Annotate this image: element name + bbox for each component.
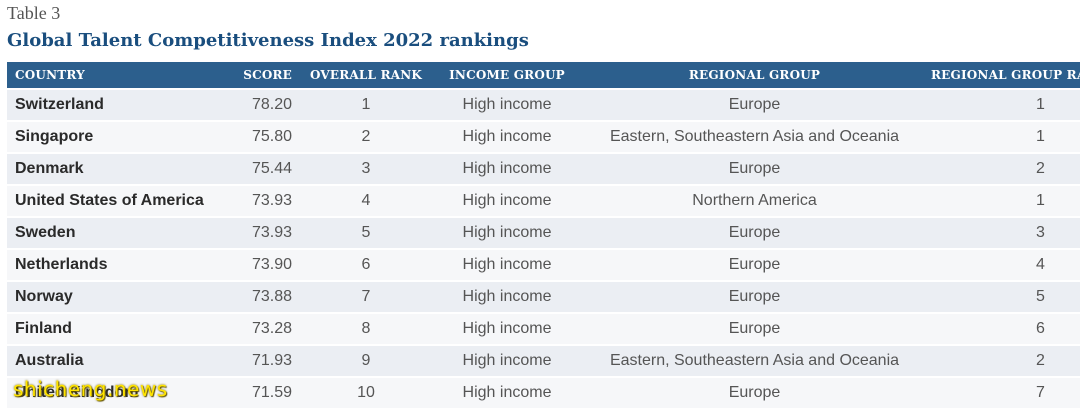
column-header-score: SCORE [220,62,296,88]
table-row: Denmark 75.44 3 High income Europe 2 [7,152,1080,184]
cell-score: 73.28 [220,312,296,344]
cell-regional-group-rank: 2 [931,344,1080,376]
cell-regional-group: Eastern, Southeastern Asia and Oceania [578,120,931,152]
cell-country: Norway [7,280,220,312]
table-row: Netherlands 73.90 6 High income Europe 4 [7,248,1080,280]
cell-score: 75.80 [220,120,296,152]
cell-regional-group-rank: 5 [931,280,1080,312]
cell-overall-rank: 9 [296,344,436,376]
column-header-regional-group: REGIONAL GROUP [578,62,931,88]
cell-overall-rank: 10 [296,376,436,408]
cell-income-group: High income [436,344,578,376]
cell-country: Netherlands [7,248,220,280]
table-row: Sweden 73.93 5 High income Europe 3 [7,216,1080,248]
cell-overall-rank: 3 [296,152,436,184]
cell-regional-group: Europe [578,248,931,280]
table-row: Switzerland 78.20 1 High income Europe 1 [7,88,1080,120]
cell-regional-group: Europe [578,376,931,408]
table-row: Australia 71.93 9 High income Eastern, South… [7,344,1080,376]
cell-regional-group-rank: 6 [931,312,1080,344]
cell-income-group: High income [436,216,578,248]
cell-country: Australia [7,344,220,376]
cell-overall-rank: 7 [296,280,436,312]
cell-score: 75.44 [220,152,296,184]
cell-regional-group-rank: 1 [931,88,1080,120]
column-header-overall-rank: OVERALL RANK [296,62,436,88]
table-row: Norway 73.88 7 High income Europe 5 [7,280,1080,312]
cell-regional-group-rank: 1 [931,184,1080,216]
cell-income-group: High income [436,312,578,344]
cell-score: 73.90 [220,248,296,280]
cell-score: 73.88 [220,280,296,312]
cell-overall-rank: 8 [296,312,436,344]
table-row: Finland 73.28 8 High income Europe 6 [7,312,1080,344]
column-header-regional-group-rank: REGIONAL GROUP RANK [931,62,1080,88]
cell-country: Denmark [7,152,220,184]
cell-income-group: High income [436,248,578,280]
cell-country: Singapore [7,120,220,152]
cell-overall-rank: 1 [296,88,436,120]
cell-income-group: High income [436,376,578,408]
cell-regional-group: Europe [578,280,931,312]
cell-income-group: High income [436,88,578,120]
cell-regional-group: Europe [578,216,931,248]
cell-regional-group: Eastern, Southeastern Asia and Oceania [578,344,931,376]
cell-overall-rank: 4 [296,184,436,216]
cell-score: 71.59 [220,376,296,408]
cell-country: United Kingdom [7,376,220,408]
watermark: shicheng.news [13,377,168,401]
cell-country: Finland [7,312,220,344]
cell-regional-group: Europe [578,88,931,120]
cell-overall-rank: 5 [296,216,436,248]
cell-regional-group-rank: 4 [931,248,1080,280]
cell-score: 78.20 [220,88,296,120]
cell-income-group: High income [436,120,578,152]
column-header-country: COUNTRY [7,62,220,88]
table-row: Singapore 75.80 2 High income Eastern, South… [7,120,1080,152]
cell-country: Switzerland [7,88,220,120]
table-label: Table 3 [7,3,61,23]
cell-country: Sweden [7,216,220,248]
cell-regional-group: Europe [578,312,931,344]
column-header-income-group: INCOME GROUP [436,62,578,88]
cell-income-group: High income [436,152,578,184]
rankings-table: COUNTRY SCORE OVERALL RANK INCOME GROUP … [7,62,1080,408]
cell-score: 73.93 [220,216,296,248]
cell-income-group: High income [436,280,578,312]
cell-country: United States of America [7,184,220,216]
cell-income-group: High income [436,184,578,216]
table-body: Switzerland 78.20 1 High income Europe 1 Singa… [7,88,1080,408]
table-row: United States of America 73.93 4 High incom… [7,184,1080,216]
cell-overall-rank: 6 [296,248,436,280]
table-title: Global Talent Competitiveness Index 2022… [7,30,529,51]
cell-regional-group: Northern America [578,184,931,216]
cell-score: 71.93 [220,344,296,376]
cell-score: 73.93 [220,184,296,216]
table-row: United Kingdom 71.59 10 High income Europe 7 [7,376,1080,408]
cell-regional-group-rank: 7 [931,376,1080,408]
cell-regional-group-rank: 1 [931,120,1080,152]
table-header-row: COUNTRY SCORE OVERALL RANK INCOME GROUP … [7,62,1080,88]
rankings-table-container: COUNTRY SCORE OVERALL RANK INCOME GROUP … [7,62,1080,408]
cell-regional-group-rank: 3 [931,216,1080,248]
cell-overall-rank: 2 [296,120,436,152]
cell-regional-group-rank: 2 [931,152,1080,184]
cell-regional-group: Europe [578,152,931,184]
